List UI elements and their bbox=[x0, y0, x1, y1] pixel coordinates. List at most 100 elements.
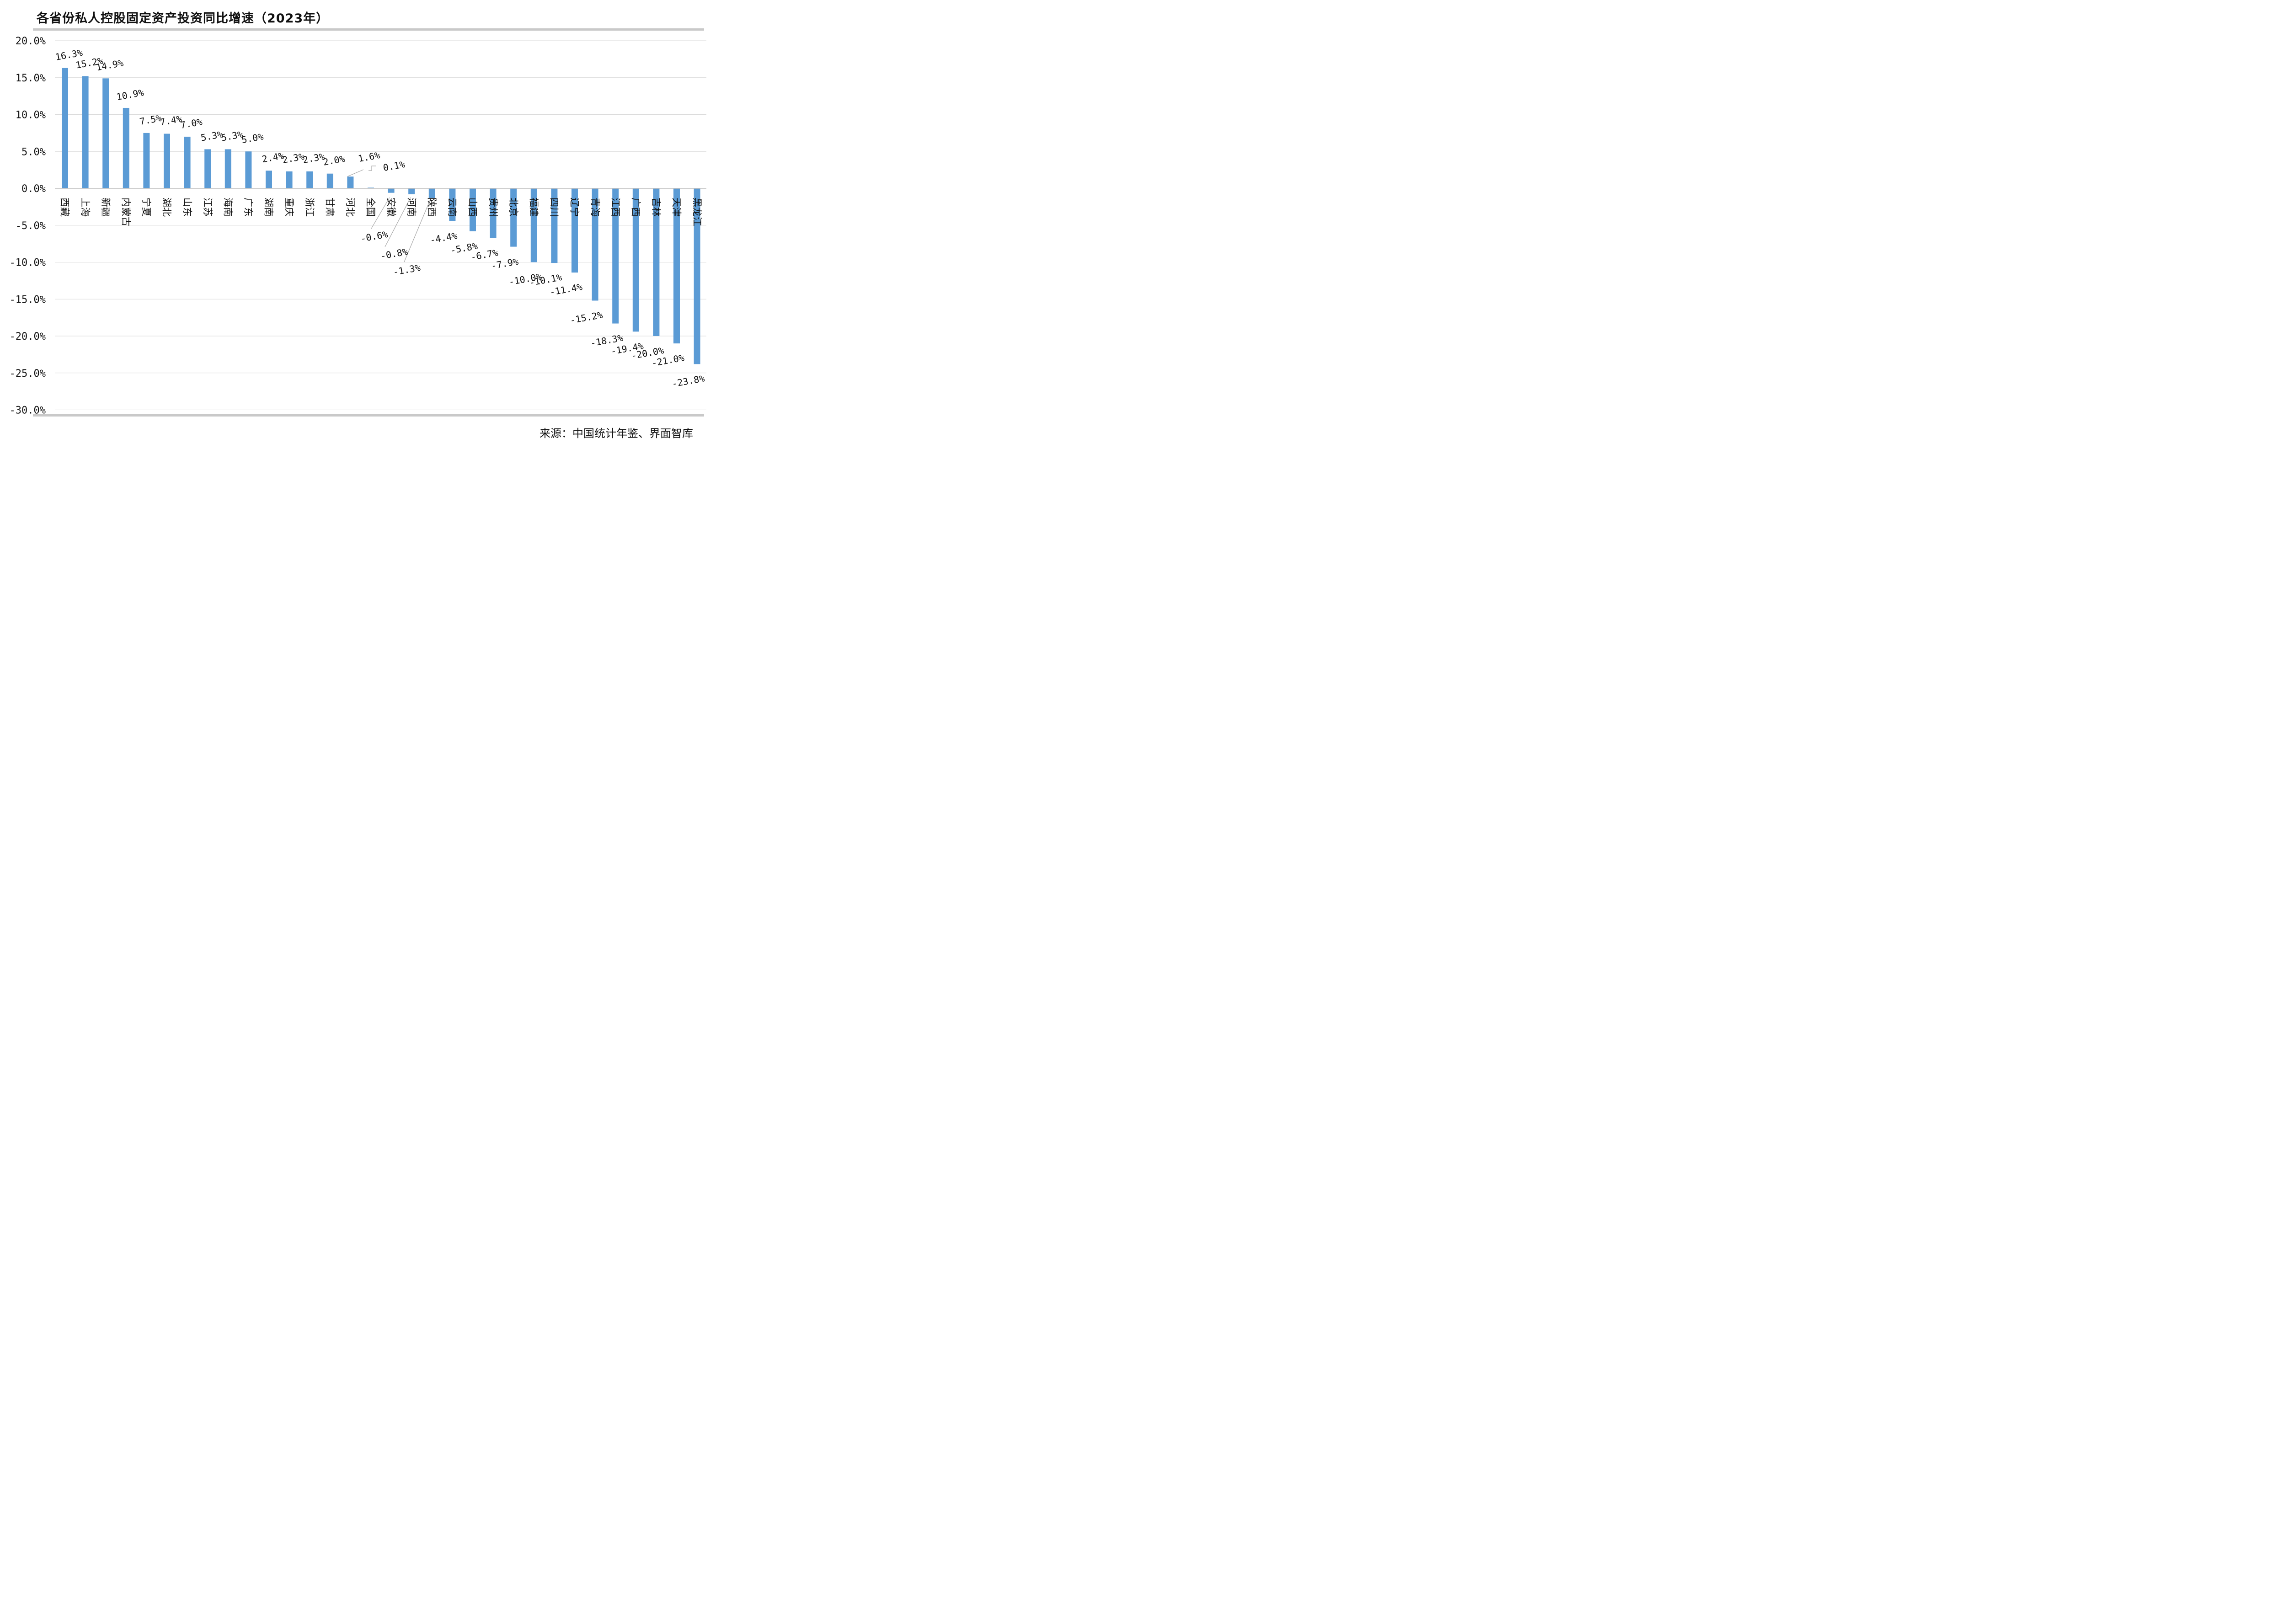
category-label: 青海 bbox=[589, 198, 600, 217]
bar bbox=[123, 107, 129, 188]
category-label: 甘肃 bbox=[324, 198, 335, 217]
y-tick-label: -25.0% bbox=[10, 368, 46, 379]
data-label: 2.0% bbox=[322, 153, 346, 168]
data-label: 2.3% bbox=[302, 151, 326, 166]
bar bbox=[286, 171, 293, 188]
leader-line bbox=[404, 197, 432, 262]
bar bbox=[490, 188, 497, 238]
bar bbox=[510, 188, 517, 247]
y-tick-label: 20.0% bbox=[16, 36, 46, 47]
bar bbox=[82, 76, 89, 188]
bar bbox=[530, 188, 537, 262]
data-label: 7.0% bbox=[180, 116, 203, 131]
y-tick-label: 10.0% bbox=[16, 110, 46, 121]
category-label: 全国 bbox=[365, 198, 376, 217]
category-label: 天津 bbox=[671, 198, 682, 217]
bar bbox=[245, 151, 252, 188]
bar bbox=[326, 173, 333, 188]
category-label: 广东 bbox=[243, 198, 254, 217]
category-label: 宁夏 bbox=[141, 198, 152, 217]
bar bbox=[612, 188, 619, 324]
category-label: 河南 bbox=[406, 198, 417, 217]
bar bbox=[592, 188, 598, 301]
gridlines bbox=[55, 40, 706, 410]
y-tick-label: 0.0% bbox=[21, 183, 46, 195]
bar bbox=[266, 171, 272, 188]
bar bbox=[388, 188, 395, 193]
category-label: 河北 bbox=[345, 198, 356, 217]
bar bbox=[653, 188, 660, 336]
bar bbox=[204, 149, 211, 188]
y-tick-label: -5.0% bbox=[16, 220, 46, 232]
category-label: 广西 bbox=[630, 198, 641, 217]
leader-line bbox=[385, 197, 411, 247]
data-label: -4.4% bbox=[429, 230, 458, 246]
category-label: 安徽 bbox=[385, 198, 396, 217]
title-divider bbox=[33, 28, 704, 31]
label-leader-lines bbox=[347, 166, 432, 262]
category-label: 陕西 bbox=[426, 198, 437, 217]
bar bbox=[368, 187, 374, 188]
bars bbox=[62, 68, 700, 364]
y-tick-label: 5.0% bbox=[21, 146, 46, 158]
bar bbox=[428, 188, 435, 198]
data-label: -1.3% bbox=[392, 262, 421, 278]
bar bbox=[102, 78, 109, 188]
data-label: -23.8% bbox=[671, 373, 705, 389]
bar bbox=[164, 134, 170, 188]
category-label: 内蒙古 bbox=[120, 198, 131, 226]
category-label: 湖南 bbox=[263, 198, 274, 217]
category-label: 贵州 bbox=[487, 198, 498, 217]
bar bbox=[449, 188, 456, 221]
y-tick-label: 15.0% bbox=[16, 73, 46, 84]
category-label: 山东 bbox=[182, 198, 192, 217]
category-label: 北京 bbox=[508, 198, 519, 217]
data-label: 2.4% bbox=[261, 150, 285, 165]
leader-line bbox=[369, 166, 376, 171]
bar bbox=[306, 171, 313, 188]
data-label: -0.8% bbox=[379, 246, 408, 262]
category-label: 江西 bbox=[610, 198, 621, 217]
category-label: 上海 bbox=[80, 198, 91, 217]
data-label: 5.0% bbox=[240, 131, 264, 145]
bar bbox=[470, 188, 476, 231]
bar bbox=[347, 176, 354, 188]
category-label: 福建 bbox=[528, 198, 539, 217]
bar bbox=[572, 188, 578, 273]
category-label: 重庆 bbox=[283, 198, 294, 217]
category-label: 浙江 bbox=[304, 198, 315, 217]
category-label: 辽宁 bbox=[569, 198, 580, 217]
bar bbox=[632, 188, 639, 332]
bar bbox=[551, 188, 558, 263]
data-label: 5.3% bbox=[220, 129, 244, 144]
bar bbox=[62, 68, 68, 188]
y-axis-ticks: 20.0% 15.0% 10.0% 5.0% 0.0% -5.0% -10.0% -15.0%… bbox=[10, 36, 46, 417]
category-label: 湖北 bbox=[161, 198, 172, 217]
y-tick-label: -10.0% bbox=[10, 257, 46, 269]
leader-line bbox=[347, 169, 364, 177]
category-label: 海南 bbox=[222, 198, 233, 217]
data-label: 10.9% bbox=[116, 87, 144, 102]
bar bbox=[694, 188, 700, 364]
category-label: 云南 bbox=[447, 198, 458, 217]
bar bbox=[673, 188, 680, 344]
bottom-divider bbox=[33, 414, 704, 417]
data-label: 2.3% bbox=[282, 151, 305, 166]
data-labels: 16.3%15.2%14.9%10.9%7.5%7.4%7.0%5.3%5.3%… bbox=[54, 47, 705, 390]
category-label: 江苏 bbox=[202, 198, 213, 217]
chart-title: 各省份私人控股固定资产投资同比增速（2023年） bbox=[37, 11, 329, 26]
data-label: 1.6% bbox=[357, 150, 381, 164]
source-note: 来源：中国统计年鉴、界面智库 bbox=[539, 427, 693, 440]
leader-line bbox=[371, 197, 390, 229]
data-label: -0.6% bbox=[360, 229, 389, 244]
category-label: 西藏 bbox=[59, 198, 70, 217]
y-tick-label: -20.0% bbox=[10, 331, 46, 342]
bar bbox=[184, 136, 191, 188]
category-label: 山西 bbox=[467, 198, 478, 217]
category-label: 四川 bbox=[549, 198, 560, 217]
category-label: 黑龙江 bbox=[691, 198, 702, 226]
data-label: 5.3% bbox=[200, 129, 224, 144]
category-label: 吉林 bbox=[651, 198, 662, 217]
bar bbox=[143, 133, 150, 188]
bar bbox=[224, 149, 231, 188]
